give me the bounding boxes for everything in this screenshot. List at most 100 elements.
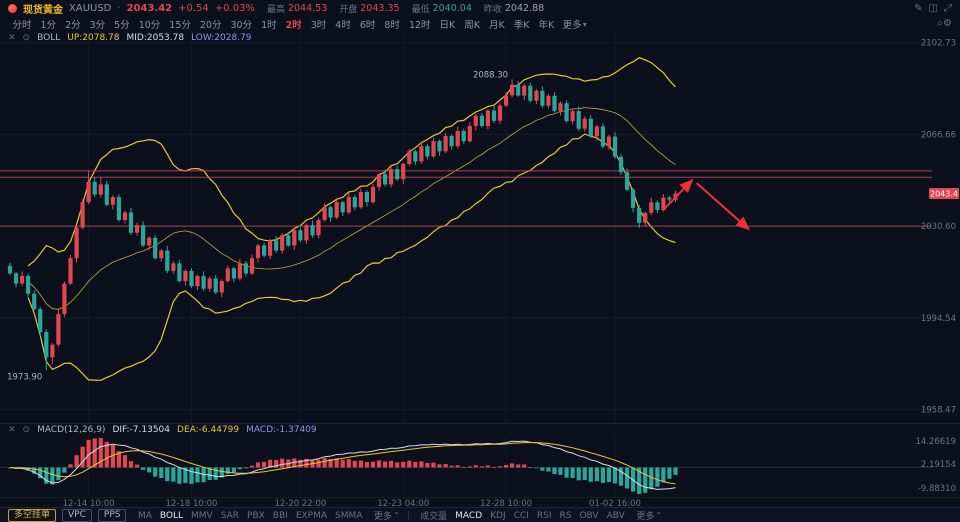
- chevron-down-icon: ▾: [582, 19, 587, 29]
- sub-indicator[interactable]: KDJ: [490, 510, 506, 521]
- timeframe-item[interactable]: 3分: [89, 20, 106, 31]
- sub-indicator[interactable]: RSI: [536, 510, 552, 521]
- sub-indicator-list: 成交量 MACD KDJ CCI RSI RS OBV ABV: [417, 509, 629, 522]
- macd-settings-icon[interactable]: ⊙: [22, 425, 31, 435]
- overlay-indicator-list: MA BOLL MMV SAR PBX BBI EXPMA SMMA: [134, 511, 365, 521]
- overlay-indicator[interactable]: BBI: [272, 510, 288, 521]
- svg-text:14.26619: 14.26619: [915, 437, 956, 447]
- macd-macd-value: MACD:-1.37409: [246, 425, 317, 435]
- quote-stat: 开盘 2043.35: [339, 2, 399, 15]
- svg-text:2102.73: 2102.73: [921, 39, 956, 49]
- boll-up-value: UP:2078.78: [67, 33, 120, 43]
- overlay-indicator[interactable]: EXPMA: [295, 510, 328, 521]
- sub-indicator[interactable]: 成交量: [420, 512, 448, 522]
- indicator-settings-icon[interactable]: ⊙: [22, 33, 31, 43]
- overlay-indicator[interactable]: SAR: [220, 510, 240, 521]
- overlay-indicator[interactable]: SMMA: [335, 510, 363, 521]
- main-chart-pane[interactable]: 2102.73 2066.66 2030.60 1994.54 1958.47 2088.…: [0, 31, 960, 423]
- timeframe-item[interactable]: 10分: [138, 20, 161, 31]
- svg-text:2088.30: 2088.30: [473, 70, 508, 80]
- timeframe-bar: 分时 1分 2分 3分 5分 10分 15分 20分 30分 1时 2时 3时 4时 6时 8时 12时 日K 周…: [0, 17, 960, 32]
- macd-name: MACD(12,26,9): [37, 425, 106, 435]
- chevron-up-icon: ⌃: [392, 511, 400, 520]
- timeframe-item[interactable]: 2时: [285, 20, 302, 31]
- draw-icon[interactable]: ✎: [914, 2, 923, 14]
- instrument-name[interactable]: 现货黄金: [23, 5, 63, 16]
- search-icon[interactable]: ⌕: [937, 18, 944, 29]
- timeframe-item[interactable]: 月K: [489, 20, 505, 31]
- close-macd-icon[interactable]: ✕: [8, 425, 16, 435]
- layout-icon[interactable]: ◫: [928, 2, 938, 14]
- timeframe-item[interactable]: 分时: [12, 20, 32, 31]
- time-axis-label: 12-28 10:00: [480, 499, 533, 509]
- overlay-indicator[interactable]: PBX: [247, 510, 265, 521]
- overlay-more[interactable]: 更多 ⌃: [374, 509, 400, 522]
- overlay-indicator[interactable]: MMV: [191, 510, 213, 521]
- sub-more-label: 更多: [636, 512, 655, 522]
- time-axis-label: 01-02 16:00: [589, 499, 641, 509]
- toolbar-button[interactable]: 多空挂单: [8, 509, 57, 522]
- time-axis: 12-14 10:00 12-18 10:00 12-20 22:00 12-23 0…: [0, 497, 960, 509]
- quote-header: 现货黄金 XAUUSD · 2043.42 +0.54 +0.03% 最高 204…: [0, 0, 960, 17]
- quote-stat: 最高 2044.53: [267, 2, 327, 15]
- support-resistance-lines[interactable]: [0, 170, 932, 227]
- timeframe-item[interactable]: 12时: [408, 20, 431, 31]
- stat-value: 2042.88: [504, 3, 545, 14]
- timeframe-item[interactable]: 日K: [439, 20, 456, 31]
- timeframe-more-label: 更多: [562, 20, 582, 31]
- timeframe-item[interactable]: 20分: [199, 20, 222, 31]
- chevron-up-icon: ⌃: [655, 511, 663, 520]
- toolbar-button[interactable]: VPC: [62, 509, 92, 522]
- candlesticks: [7, 79, 678, 371]
- sub-more[interactable]: 更多 ⌃: [636, 509, 662, 522]
- trend-arrows[interactable]: [663, 178, 750, 231]
- timeframe-item[interactable]: 1分: [40, 20, 57, 31]
- instrument-logo-icon: [8, 4, 17, 13]
- timeframe-item[interactable]: 季K: [513, 20, 530, 31]
- close-indicator-icon[interactable]: ✕: [8, 33, 16, 43]
- timeframe-item[interactable]: 年K: [538, 20, 555, 31]
- bottom-toolbar: 多空挂单 VPC PPS MA BOLL MMV SAR PBX BBI EXPMA SMMA 更…: [0, 507, 960, 522]
- macd-dea-value: DEA:-6.44799: [177, 425, 240, 435]
- timeframe-item[interactable]: 3时: [310, 20, 327, 31]
- overlay-indicator[interactable]: MA: [137, 510, 152, 521]
- macd-pane[interactable]: 14.26619 2.19154 -9.88310: [0, 435, 960, 497]
- timeframe-item[interactable]: 周K: [464, 20, 480, 31]
- dif-dea-lines: [9, 440, 676, 490]
- svg-text:2043.4: 2043.4: [930, 190, 958, 199]
- svg-text:2.19154: 2.19154: [921, 460, 956, 470]
- timeframe-item[interactable]: 6时: [359, 20, 376, 31]
- sub-indicator[interactable]: CCI: [513, 510, 529, 521]
- timeframe-item[interactable]: 15分: [169, 20, 191, 31]
- time-axis-label: 12-14 10:00: [62, 499, 115, 509]
- stat-value: 2040.04: [432, 3, 472, 14]
- toolbar-buttons: 多空挂单 VPC PPS: [8, 509, 127, 522]
- macd-dif-value: DIF:-7.13504: [112, 425, 171, 435]
- timeframe-item[interactable]: 4时: [335, 20, 351, 31]
- price-change: +0.54: [178, 3, 209, 14]
- overlay-indicator[interactable]: BOLL: [159, 510, 184, 521]
- sub-indicator[interactable]: ABV: [606, 510, 625, 521]
- timeframe-item[interactable]: 2分: [65, 20, 81, 31]
- svg-text:2030.60: 2030.60: [921, 222, 956, 232]
- timeframe-more[interactable]: 更多 ▾: [559, 17, 591, 32]
- boll-mid-value: MID:2053.78: [126, 33, 185, 43]
- toolbar-button[interactable]: PPS: [97, 509, 127, 522]
- svg-text:1958.47: 1958.47: [921, 406, 956, 416]
- timeframe-item[interactable]: 30分: [230, 20, 253, 31]
- sub-indicator[interactable]: MACD: [455, 510, 483, 521]
- quote-stat: 最低 2040.04: [412, 2, 472, 15]
- timeframe-item[interactable]: 8时: [384, 20, 400, 31]
- svg-text:1994.54: 1994.54: [921, 314, 956, 324]
- timeframe-item[interactable]: 5分: [114, 20, 130, 31]
- expand-icon[interactable]: ⤢: [944, 2, 952, 14]
- separator-dot: ·: [117, 3, 121, 14]
- timeframe-item[interactable]: 1时: [261, 20, 277, 31]
- macd-chart[interactable]: 14.26619 2.19154 -9.88310: [0, 435, 960, 497]
- time-axis-label: 12-20 22:00: [274, 499, 327, 509]
- settings-icon[interactable]: ⚙: [943, 18, 952, 29]
- candlestick-chart[interactable]: 2102.73 2066.66 2030.60 1994.54 1958.47 2088.…: [0, 31, 960, 423]
- sub-indicator[interactable]: RS: [559, 510, 572, 521]
- sub-indicator[interactable]: OBV: [579, 510, 599, 521]
